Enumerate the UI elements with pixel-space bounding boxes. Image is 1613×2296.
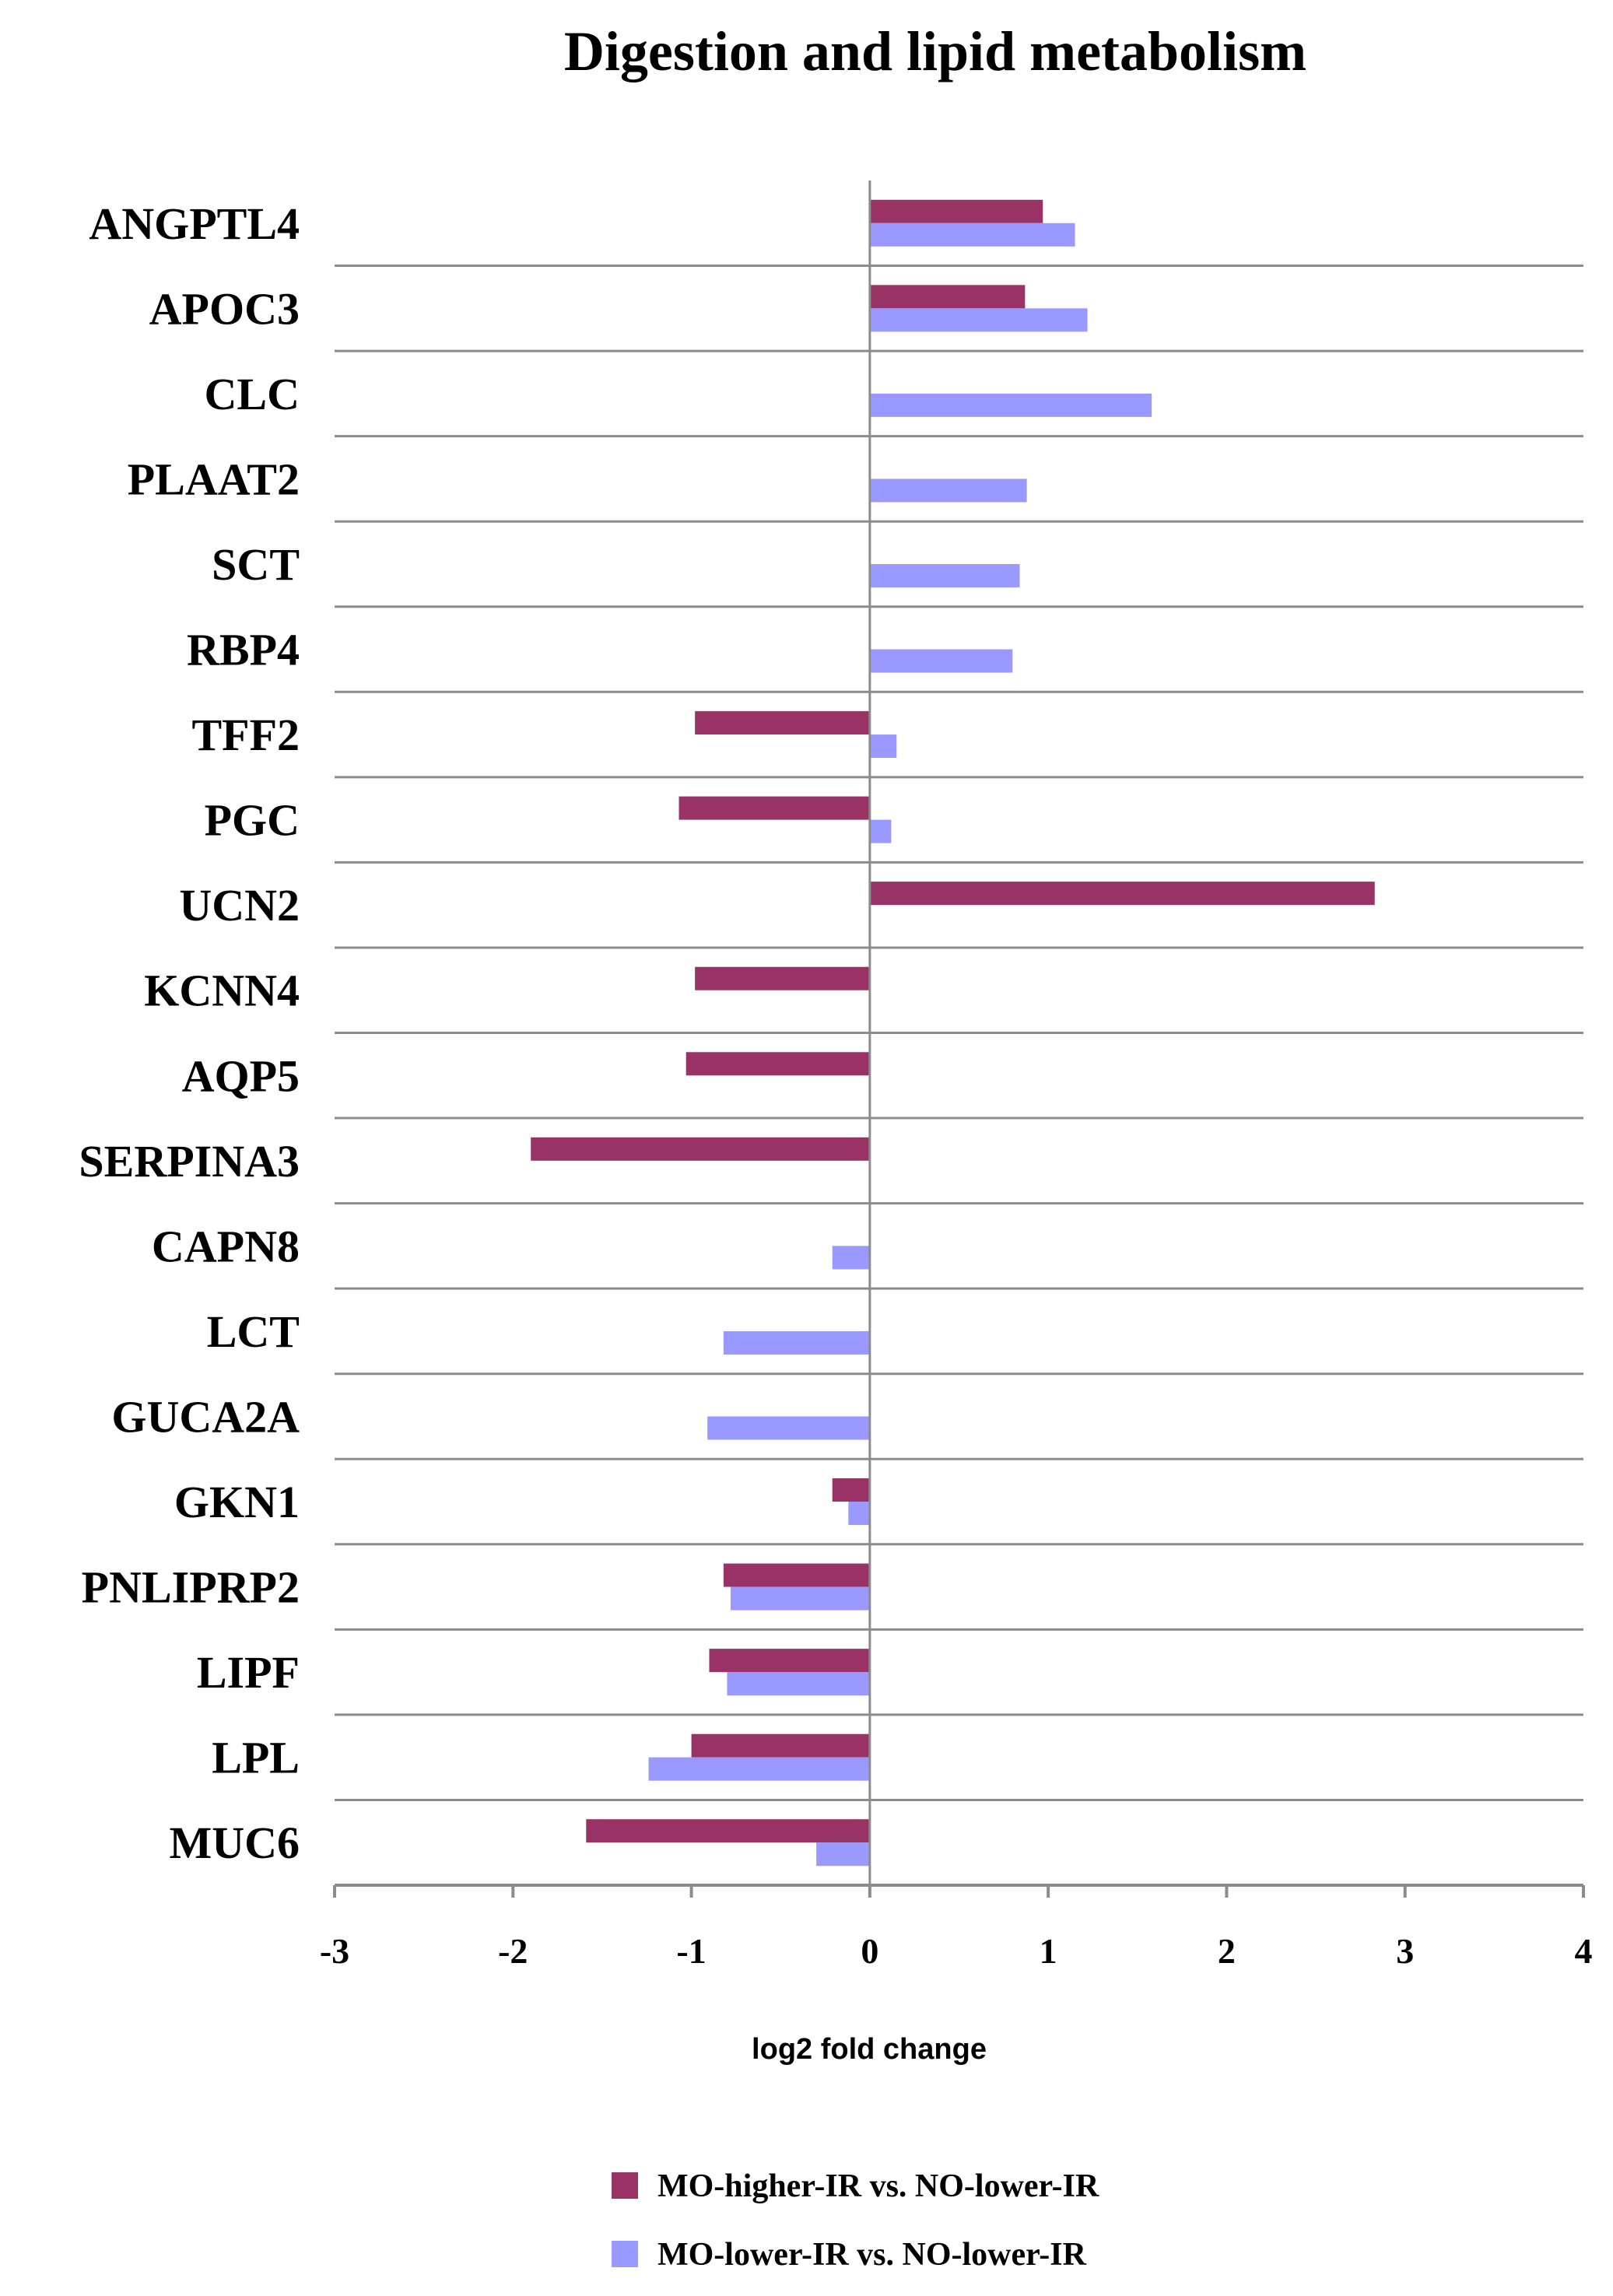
legend-label-series-1: MO-higher-IR vs. NO-lower-IR	[657, 2168, 1099, 2204]
legend: MO-higher-IR vs. NO-lower-IR MO-lower-IR…	[612, 2168, 1099, 2273]
legend-label-series-2: MO-lower-IR vs. NO-lower-IR	[657, 2237, 1087, 2273]
bar-pnliprp2-series-2	[731, 1586, 870, 1611]
bar-lpl-series-1	[691, 1733, 870, 1758]
category-label: CAPN8	[152, 1221, 300, 1271]
bar-apoc3-series-1	[869, 285, 1026, 309]
bar-ucn2-series-1	[869, 882, 1375, 906]
bar-clc-series-2	[869, 393, 1152, 417]
x-axis-label: log2 fold change	[752, 2033, 987, 2066]
x-axis: -3 -2 -1 0 1 2 3 4	[320, 181, 1593, 1971]
category-label: TFF2	[191, 710, 300, 760]
category-label: AQP5	[182, 1050, 300, 1101]
category-separators	[335, 265, 1583, 1801]
bar-rbp4-series-2	[869, 649, 1013, 673]
category-label: PGC	[205, 795, 300, 846]
bar-pgc-series-2	[869, 819, 892, 843]
category-label: APOC3	[149, 283, 300, 334]
category-label: UCN2	[179, 880, 300, 931]
bar-muc6-series-1	[586, 1819, 870, 1843]
bar-lipf-series-2	[727, 1672, 870, 1696]
legend-swatch-series-2	[612, 2241, 638, 2267]
x-tick-label: -3	[320, 1931, 349, 1971]
bar-pnliprp2-series-1	[723, 1563, 870, 1587]
category-label: PNLIPRP2	[82, 1562, 300, 1613]
bar-gkn1-series-2	[848, 1502, 870, 1526]
legend-item-series-2: MO-lower-IR vs. NO-lower-IR	[612, 2237, 1087, 2273]
bar-pgc-series-1	[679, 796, 870, 820]
bar-serpina3-series-1	[531, 1137, 870, 1161]
bar-guca2a-series-2	[707, 1416, 870, 1440]
category-label: ANGPTL4	[89, 198, 300, 249]
category-label: CLC	[205, 369, 300, 419]
bar-tff2-series-2	[869, 734, 897, 759]
bar-tff2-series-1	[695, 711, 870, 735]
x-tick-label: -2	[498, 1931, 528, 1971]
x-tick-label: 3	[1396, 1931, 1414, 1971]
category-label: LIPF	[197, 1647, 300, 1698]
bars	[531, 199, 1375, 1867]
bar-kcnn4-series-1	[695, 966, 870, 990]
x-tick-label: 2	[1218, 1931, 1236, 1971]
legend-item-series-1: MO-higher-IR vs. NO-lower-IR	[612, 2168, 1099, 2204]
bar-capn8-series-2	[832, 1246, 870, 1270]
category-label: SCT	[212, 539, 300, 590]
category-label: SERPINA3	[79, 1136, 300, 1187]
category-label: LCT	[207, 1306, 300, 1357]
category-label: GKN1	[174, 1477, 300, 1527]
bar-plaat2-series-2	[869, 478, 1027, 503]
chart-title: Digestion and lipid metabolism	[564, 20, 1306, 82]
bar-lct-series-2	[723, 1330, 870, 1355]
bar-angptl4-series-1	[869, 199, 1043, 223]
x-tick-label: 4	[1575, 1931, 1593, 1971]
category-labels: ANGPTL4 APOC3 CLC PLAAT2 SCT RBP4 TFF2 PGC UCN2 K…	[79, 198, 300, 1868]
bar-apoc3-series-2	[869, 308, 1088, 332]
x-tick-label: -1	[676, 1931, 706, 1971]
bar-gkn1-series-1	[832, 1478, 870, 1502]
category-label: LPL	[212, 1733, 300, 1783]
bar-aqp5-series-1	[686, 1052, 870, 1076]
bar-muc6-series-2	[816, 1842, 870, 1867]
x-tick-label: 0	[861, 1931, 878, 1971]
legend-swatch-series-1	[612, 2172, 638, 2199]
bar-lipf-series-1	[709, 1649, 870, 1673]
category-label: RBP4	[187, 625, 300, 675]
x-tick-label: 1	[1040, 1931, 1057, 1971]
bar-lpl-series-2	[648, 1757, 870, 1781]
category-label: PLAAT2	[128, 454, 300, 504]
bar-sct-series-2	[869, 563, 1020, 587]
category-label: KCNN4	[144, 966, 300, 1016]
bar-angptl4-series-2	[869, 223, 1075, 247]
category-label: MUC6	[169, 1818, 300, 1868]
category-label: GUCA2A	[111, 1391, 300, 1442]
